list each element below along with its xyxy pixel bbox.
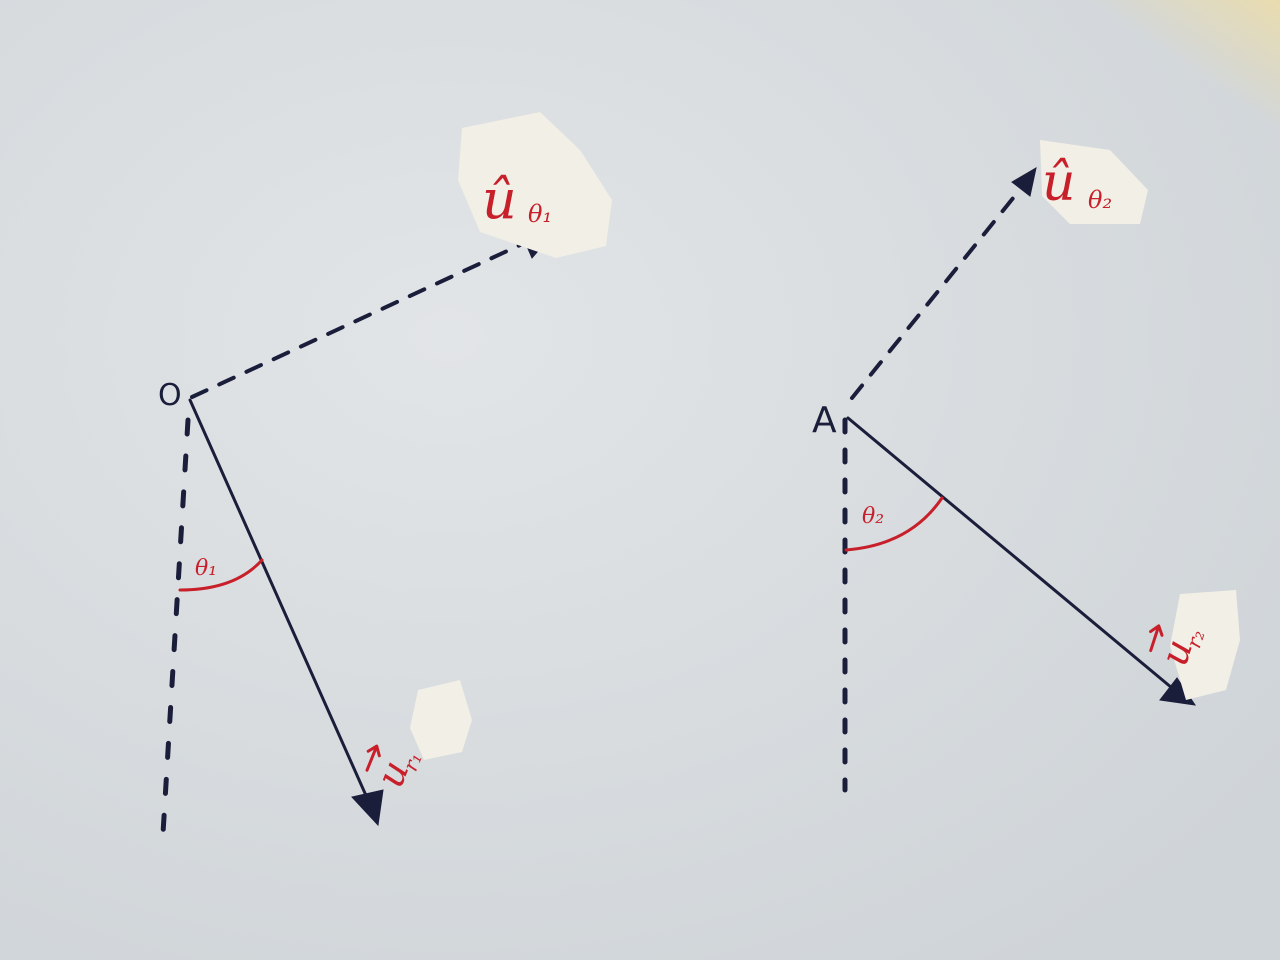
angle-label-o: θ₁	[195, 556, 217, 581]
angle-arc-o	[178, 558, 264, 592]
tangential-unit-label-o: û θ₁	[482, 168, 552, 231]
angle-label-a: θ₂	[862, 504, 884, 529]
tangential-vector-o	[190, 243, 522, 399]
whiteout-patch-ur2	[1170, 590, 1240, 700]
diagram-o: O θ₁ u r₁ û θ₁	[158, 112, 612, 853]
radial-arrowhead-o	[351, 789, 384, 827]
svg-text:θ₂: θ₂	[1088, 186, 1112, 214]
origin-label-a: A	[812, 400, 837, 441]
svg-text:û: û	[1042, 153, 1076, 213]
whiteout-patch-utheta1	[458, 112, 612, 258]
whiteout-patch-utheta2	[1040, 140, 1148, 224]
radial-unit-label-a: u r₂	[1149, 624, 1210, 671]
radial-vector-a	[846, 416, 1174, 690]
angle-arc-a	[844, 496, 944, 552]
svg-text:θ₁: θ₁	[528, 200, 552, 228]
whiteout-patch-ur1	[410, 680, 472, 760]
tangential-arrowhead-a	[1011, 166, 1037, 197]
diagram-a: A θ₂ u r₂ û θ₂	[812, 140, 1240, 793]
radial-vector-o	[188, 398, 370, 802]
reference-line-o	[159, 417, 191, 853]
svg-text:û: û	[482, 168, 517, 231]
origin-label-o: O	[158, 378, 182, 413]
tangential-vector-a	[850, 190, 1020, 400]
tangential-unit-label-a: û θ₂	[1042, 153, 1112, 214]
